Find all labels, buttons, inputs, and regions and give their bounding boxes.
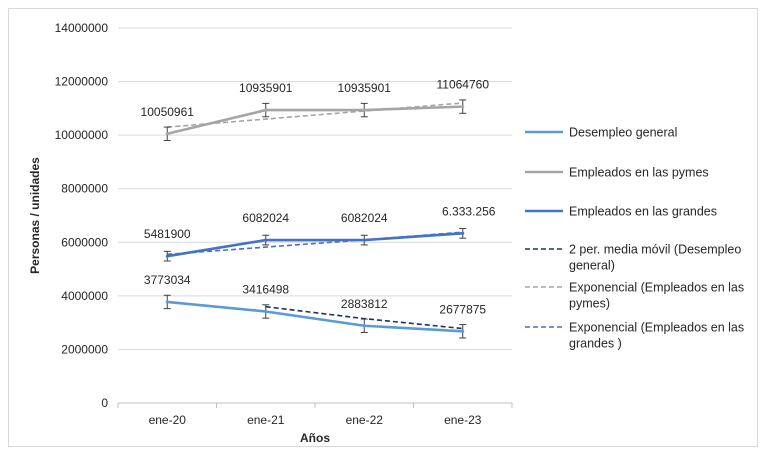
y-axis-title: Personas / unidades [28, 157, 42, 274]
data-label: 10935901 [239, 81, 293, 95]
data-label: 11064760 [437, 78, 490, 92]
data-point [362, 324, 366, 328]
series-line-2 [167, 232, 463, 258]
data-point [165, 254, 169, 258]
data-label: 2677875 [439, 302, 486, 316]
data-point [362, 238, 366, 242]
legend-label: grandes ) [569, 337, 622, 351]
data-point [264, 108, 268, 112]
data-point [165, 132, 169, 136]
data-label: 6.333.256 [442, 204, 496, 218]
data-point [461, 105, 465, 109]
legend-label: pymes) [569, 297, 610, 311]
data-point [362, 108, 366, 112]
series-line-0 [167, 300, 463, 333]
legend-label: Empleados en las grandes [569, 205, 717, 219]
data-label: 10050961 [141, 105, 195, 119]
y-tick-label: 0 [101, 396, 108, 410]
trendline-2 [167, 231, 463, 256]
x-tick-label: ene-23 [444, 413, 482, 427]
x-tick-label: ene-20 [149, 413, 187, 427]
data-label: 3773034 [144, 273, 191, 287]
data-point [264, 238, 268, 242]
legend-label: Exponencial (Empleados en las [569, 321, 744, 335]
y-tick-label: 8000000 [61, 182, 108, 196]
legend-label: Exponencial (Empleados en las [569, 281, 744, 295]
data-point [165, 300, 169, 304]
data-point [264, 309, 268, 313]
data-label: 5481900 [144, 227, 191, 241]
y-tick-label: 14000000 [55, 21, 109, 35]
data-label: 3416498 [242, 282, 289, 296]
x-axis-title: Años [300, 431, 330, 445]
x-tick-label: ene-22 [346, 413, 384, 427]
y-tick-label: 12000000 [55, 75, 109, 89]
x-tick-label: ene-21 [247, 413, 285, 427]
data-point [461, 231, 465, 235]
legend-label: Desempleo general [569, 126, 677, 140]
data-label: 6082024 [341, 211, 388, 225]
data-label: 6082024 [242, 211, 289, 225]
y-tick-label: 6000000 [61, 235, 108, 249]
legend-label: Empleados en las pymes [569, 166, 709, 180]
series-line-1 [166, 105, 463, 136]
y-tick-label: 10000000 [55, 128, 109, 142]
y-tick-label: 4000000 [61, 289, 108, 303]
chart-border [8, 8, 758, 447]
data-label: 10935901 [338, 81, 392, 95]
data-label: 2883812 [341, 297, 388, 311]
legend-label: 2 per. media móvil (Desempleo [569, 243, 741, 257]
data-point [461, 329, 465, 333]
legend-label: general) [569, 259, 615, 273]
y-tick-label: 2000000 [61, 342, 108, 356]
